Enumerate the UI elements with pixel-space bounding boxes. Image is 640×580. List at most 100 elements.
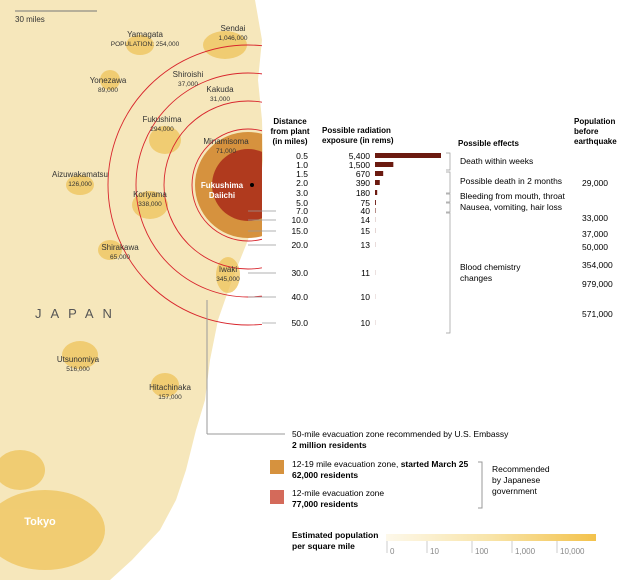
- exposure-label: 1,500: [349, 160, 371, 170]
- distance-ring: [191, 128, 262, 242]
- city-name: Yamagata: [127, 30, 163, 39]
- plant: [250, 183, 254, 187]
- legend-text: by Japanese: [492, 475, 540, 485]
- column-header: (in miles): [272, 137, 307, 146]
- distance-label: 15.0: [291, 226, 308, 236]
- effect: Bleeding from mouth, throat: [460, 191, 566, 201]
- population: 979,000: [582, 279, 613, 289]
- exposure-label: 14: [361, 215, 371, 225]
- legend-text: 77,000 residents: [292, 499, 358, 509]
- distance-label: 2.0: [296, 178, 308, 188]
- legend-text: government: [492, 486, 538, 496]
- plant-label: Fukushima: [201, 181, 244, 190]
- population: 354,000: [582, 260, 613, 270]
- distance-label: 10.0: [291, 215, 308, 225]
- bracket: [446, 202, 451, 213]
- density-scale: [386, 534, 596, 541]
- density-tick-label: 0: [390, 547, 395, 556]
- effect: Nausea, vomiting, hair loss: [460, 202, 562, 212]
- exposure-label: 10: [361, 292, 371, 302]
- exposure-label: 670: [356, 169, 370, 179]
- distance-ring: [163, 100, 262, 270]
- legend-text: per square mile: [292, 541, 355, 551]
- column-header: earthquake: [574, 137, 617, 146]
- distance-label: 20.0: [291, 240, 308, 250]
- density-tick-label: 10,000: [560, 547, 585, 556]
- rings: [107, 44, 262, 326]
- exposure-label: 13: [361, 240, 371, 250]
- legend-text: 12-mile evacuation zone: [292, 488, 384, 498]
- legend-text: 2 million residents: [292, 440, 367, 450]
- city-name: Kakuda: [206, 85, 234, 94]
- city-name: Utsunomiya: [57, 355, 100, 364]
- distance-label: 1.5: [296, 169, 308, 179]
- column-header: Distance: [273, 117, 307, 126]
- legend-text: 12-19 mile evacuation zone, started Marc…: [292, 459, 469, 469]
- distance-ring: [107, 44, 262, 326]
- city-population: 516,000: [66, 366, 90, 373]
- exposure-label: 75: [361, 198, 371, 208]
- city-population: 31,000: [210, 96, 230, 103]
- population: 571,000: [582, 309, 613, 319]
- exposure-label: 15: [361, 226, 371, 236]
- legend-text: 50-mile evacuation zone recommended by U…: [292, 429, 509, 439]
- bracket: [446, 152, 451, 171]
- exposure-bar: [375, 180, 380, 185]
- distance-label: 1.0: [296, 160, 308, 170]
- city-name: Sendai: [221, 24, 246, 33]
- city-name: Tokyo: [24, 516, 56, 528]
- exposure-label: 180: [356, 188, 370, 198]
- city-name: Iwaki: [219, 265, 237, 274]
- bracket: [478, 461, 483, 509]
- city-population: 71,000: [216, 148, 236, 155]
- bracket: [446, 193, 451, 203]
- density-tick-label: 100: [475, 547, 489, 556]
- population: 50,000: [582, 242, 608, 252]
- legend-swatch: [270, 460, 284, 474]
- city-population: 126,000: [68, 181, 92, 188]
- column-header: Population: [574, 117, 615, 126]
- city-population: 65,000: [110, 254, 130, 261]
- column-header: Possible radiation: [322, 126, 391, 135]
- country-label: JAPAN: [35, 306, 121, 321]
- legend-text: 62,000 residents: [292, 470, 358, 480]
- urban-areas: [0, 31, 247, 570]
- distance-label: 3.0: [296, 188, 308, 198]
- legend-swatch: [270, 490, 284, 504]
- column-header: from plant: [270, 127, 309, 136]
- legend-text: Estimated population: [292, 530, 378, 540]
- exposure-bar: [375, 200, 376, 205]
- bracket: [446, 171, 451, 194]
- population: 33,000: [582, 213, 608, 223]
- effect: Blood chemistry: [460, 262, 521, 272]
- column-header: exposure (in rems): [322, 136, 394, 145]
- city-population: POPULATION: 254,000: [111, 41, 180, 48]
- plant-label: Daiichi: [209, 191, 235, 200]
- exposure-bar: [375, 190, 378, 195]
- city-name: Koriyama: [133, 190, 167, 199]
- zone-12: [212, 149, 262, 221]
- population: 37,000: [582, 229, 608, 239]
- distance-label: 40.0: [291, 292, 308, 302]
- city-population: 338,000: [138, 201, 162, 208]
- distance-label: 30.0: [291, 268, 308, 278]
- density-tick-label: 10: [430, 547, 439, 556]
- bracket: [446, 212, 451, 334]
- city-population: 294,000: [150, 126, 174, 133]
- city-name: Minamisoma: [203, 137, 249, 146]
- column-header: Possible effects: [458, 139, 519, 148]
- city-name: Shirakawa: [101, 243, 139, 252]
- land: [0, 0, 263, 580]
- exposure-bar: [375, 171, 384, 176]
- city-name: Fukushima: [142, 115, 182, 124]
- effect: changes: [460, 273, 492, 283]
- distance-label: 50.0: [291, 318, 308, 328]
- effect: Death within weeks: [460, 156, 533, 166]
- city-name: Hitachinaka: [149, 383, 191, 392]
- city-population: 89,000: [98, 87, 118, 94]
- exposure-label: 11: [361, 268, 370, 278]
- column-header: before: [574, 127, 599, 136]
- distance-label: 7.0: [296, 206, 308, 216]
- exposure-label: 390: [356, 178, 370, 188]
- exposure-label: 5,400: [349, 151, 371, 161]
